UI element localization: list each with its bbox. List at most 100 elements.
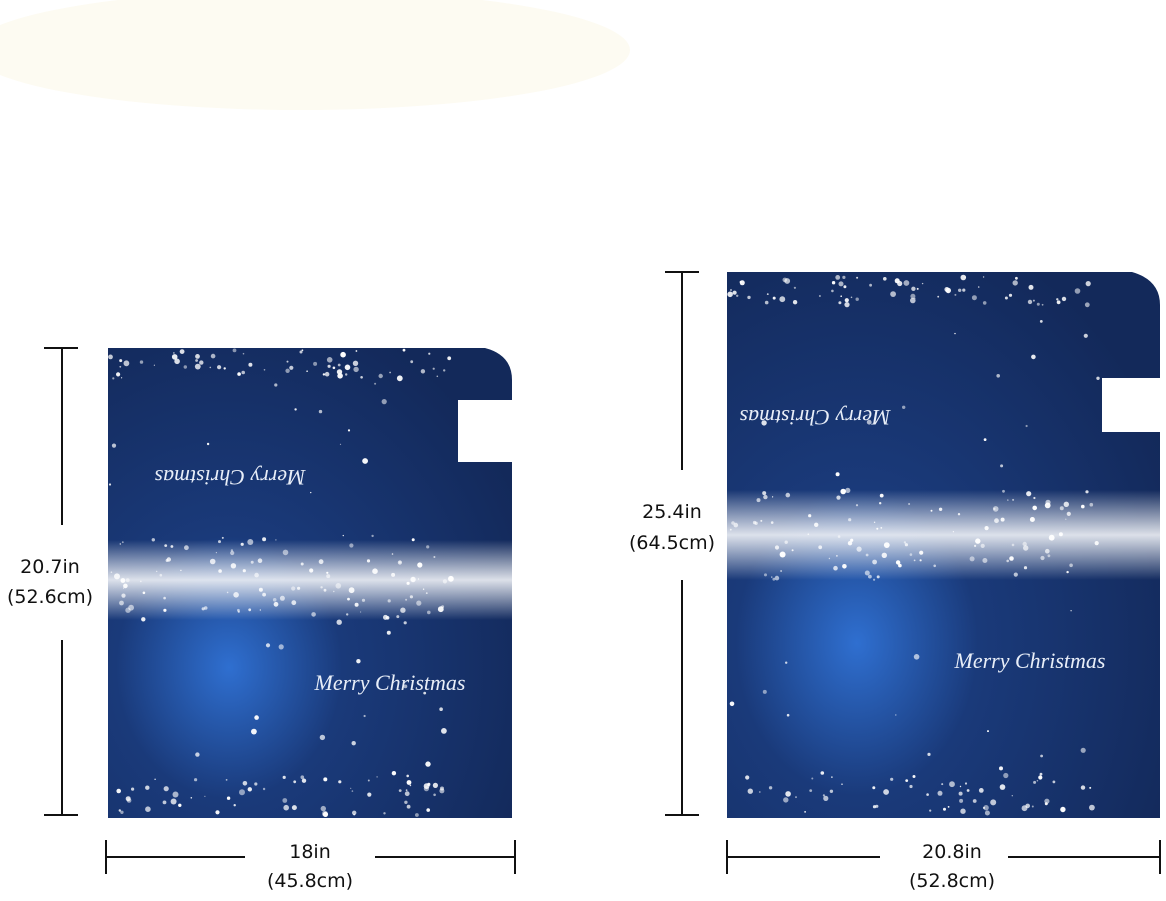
snowflake — [326, 571, 329, 574]
snowflake — [779, 296, 786, 303]
snowflake — [241, 370, 245, 375]
snowflake — [333, 590, 335, 593]
height-dimension: 25.4in (64.5cm) — [629, 271, 715, 816]
snowflake — [747, 295, 751, 300]
snowflake — [1047, 554, 1051, 558]
snowflake — [294, 408, 297, 411]
snowflake — [170, 545, 174, 548]
snowflake — [326, 574, 331, 579]
snowflake — [1008, 293, 1013, 297]
snowflake — [768, 786, 773, 790]
snowflake — [400, 607, 406, 613]
snowflake — [240, 542, 244, 546]
snowflake — [895, 560, 901, 565]
snowflake — [206, 442, 210, 446]
snowflake — [233, 592, 239, 598]
snowflake — [225, 779, 228, 781]
snowflake — [1025, 424, 1028, 428]
snowflake — [879, 493, 884, 498]
snowflake — [856, 276, 859, 279]
snowflake — [780, 570, 782, 572]
snowflake — [1065, 518, 1067, 520]
snowflake — [272, 598, 277, 602]
snowflake — [275, 539, 277, 541]
snowflake — [427, 610, 431, 615]
snowflake — [937, 295, 940, 298]
snowflake — [433, 793, 436, 797]
snowflake — [194, 778, 198, 782]
snowflake — [417, 562, 423, 568]
snowflake — [784, 278, 791, 284]
snowflake — [322, 810, 328, 817]
snowflake — [297, 586, 301, 590]
snowflake — [836, 555, 838, 557]
background-smudge — [0, 0, 630, 110]
snowflake — [391, 572, 396, 577]
snowflake — [387, 599, 391, 603]
snowflake — [283, 804, 290, 811]
snowflake — [933, 564, 936, 568]
snowflake — [291, 586, 296, 591]
snowflake — [730, 289, 732, 291]
snowflake — [804, 811, 806, 813]
snowflake — [982, 301, 987, 305]
snowflake — [123, 587, 125, 589]
snowflake — [958, 791, 963, 796]
snowflake — [881, 552, 887, 558]
snowflake — [337, 373, 343, 379]
snowflake — [247, 539, 254, 545]
snowflake — [829, 789, 834, 793]
snowflake — [378, 373, 383, 379]
snowflake — [259, 609, 261, 611]
snowflake — [895, 714, 897, 716]
snowflake — [982, 558, 988, 563]
snowflake — [125, 607, 131, 613]
snowflake — [957, 513, 961, 516]
snowflake — [868, 574, 872, 579]
snowflake — [311, 612, 316, 617]
snowflake — [322, 373, 326, 376]
greeting-upside-down: Merry Christmas — [155, 465, 307, 490]
snowflake — [964, 276, 966, 278]
snowflake — [422, 588, 425, 590]
snowflake — [437, 606, 444, 613]
snowflake — [954, 332, 956, 335]
snowflake — [436, 375, 439, 378]
snowflake — [406, 774, 410, 778]
snowflake — [947, 806, 950, 808]
snowflake — [410, 576, 416, 583]
snowflake — [195, 752, 200, 757]
snowflake — [836, 495, 841, 500]
snowflake — [348, 587, 355, 594]
snowflake — [335, 583, 342, 589]
snowflake — [785, 791, 791, 797]
snowflake — [969, 556, 975, 562]
snowflake — [910, 297, 916, 304]
snowflake — [190, 797, 193, 799]
snowflake — [162, 800, 167, 805]
height-cm: (52.6cm) — [7, 586, 93, 608]
snowflake — [960, 808, 966, 814]
snowflake — [855, 504, 859, 507]
snowflake — [1052, 780, 1056, 784]
snowflake — [964, 782, 968, 785]
snowflake — [791, 549, 794, 552]
snowflake — [120, 810, 124, 814]
snowflake — [916, 287, 919, 290]
cover-large: Merry Christmas Merry Christmas — [727, 272, 1160, 818]
greeting: Merry Christmas — [314, 670, 466, 695]
snowflake — [1022, 545, 1029, 551]
width-in: 20.8in — [922, 841, 982, 863]
snowflake — [1094, 541, 1099, 546]
snowflake — [908, 503, 911, 505]
snowflake — [381, 399, 387, 405]
snowflake — [406, 780, 412, 785]
snowflake — [736, 294, 739, 297]
snowflake — [731, 521, 735, 525]
snowflake — [218, 569, 222, 573]
snowflake — [163, 608, 167, 612]
snowflake — [355, 350, 358, 352]
snowflake — [1056, 300, 1061, 305]
snowflake — [230, 549, 234, 552]
